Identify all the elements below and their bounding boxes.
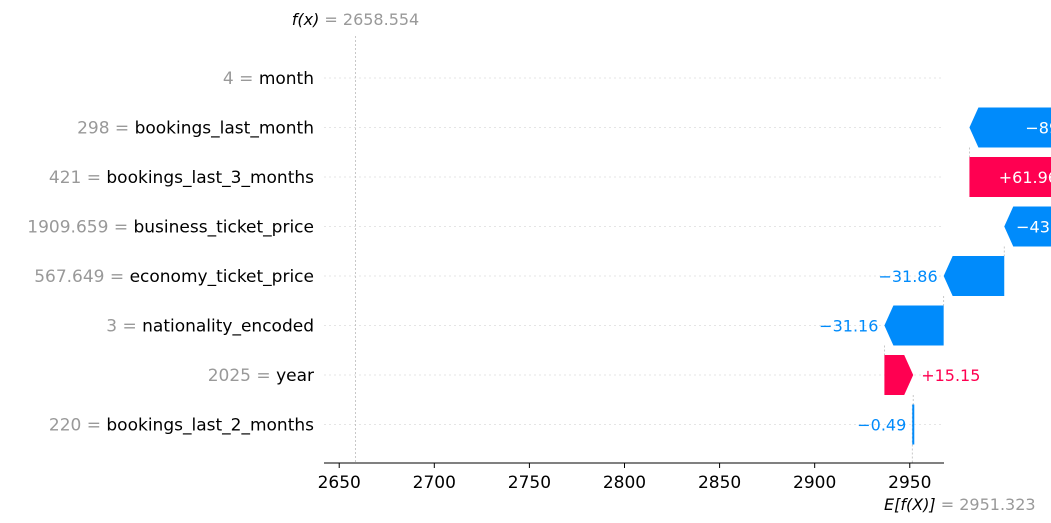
- x-tick-label: 2650: [318, 473, 361, 493]
- negative-bar: [1004, 206, 1051, 247]
- x-tick-label: 2700: [413, 473, 456, 493]
- feature-labels: −172.764 = month−89.96298 = bookings_las…: [27, 69, 1051, 436]
- feature-equals: =: [117, 317, 142, 337]
- negative-bar: [912, 404, 915, 445]
- feature-label: 4 = month: [223, 69, 314, 89]
- feature-value: 3: [106, 317, 117, 337]
- feature-name: year: [276, 366, 314, 386]
- feature-label: 421 = bookings_last_3_months: [49, 168, 314, 188]
- positive-bar: [969, 157, 1051, 197]
- feature-name: bookings_last_3_months: [106, 168, 314, 188]
- fx-annotation: f(x) = 2658.554: [292, 10, 420, 29]
- feature-label: 1909.659 = business_ticket_price: [27, 218, 314, 238]
- connector-lines: [355, 36, 1005, 463]
- x-tick-label: 2950: [888, 473, 931, 493]
- annotations: f(x) = 2658.554 E[f(X)] = 2951.323: [292, 10, 1036, 514]
- bar-value-label: +15.15: [921, 366, 980, 385]
- feature-equals: =: [105, 267, 130, 287]
- feature-name: nationality_encoded: [142, 317, 314, 337]
- x-tick-label: 2850: [698, 473, 741, 493]
- fx-value: 2658.554: [343, 10, 419, 29]
- feature-equals: =: [110, 119, 135, 139]
- feature-value: 1909.659: [27, 218, 108, 238]
- bar-value-label: −0.49: [857, 416, 906, 435]
- feature-label: 298 = bookings_last_month: [77, 119, 314, 139]
- feature-name: month: [259, 69, 314, 89]
- fx-equals: =: [319, 10, 343, 29]
- bar-value-label: −31.86: [878, 267, 937, 286]
- feature-value: 4: [223, 69, 234, 89]
- x-tick-label: 2900: [793, 473, 836, 493]
- feature-equals: =: [81, 416, 106, 436]
- expected-value-equals: =: [936, 495, 960, 514]
- feature-label: 567.649 = economy_ticket_price: [34, 267, 314, 287]
- expected-value-value: 2951.323: [959, 495, 1035, 514]
- feature-label: 2025 = year: [208, 366, 314, 386]
- negative-bar: [969, 107, 1051, 148]
- negative-bar: [943, 256, 1005, 296]
- x-axis: 2650 2700 2750 2800 2850 2900 2950: [318, 462, 944, 493]
- feature-name: bookings_last_month: [135, 119, 314, 139]
- feature-name: business_ticket_price: [133, 218, 314, 238]
- grid-lines: [324, 77, 944, 425]
- feature-equals: =: [251, 366, 276, 386]
- feature-label: 220 = bookings_last_2_months: [49, 416, 314, 436]
- feature-value: 298: [77, 119, 109, 139]
- expected-value-annotation: E[f(X)] = 2951.323: [884, 495, 1036, 514]
- x-tick-label: 2800: [603, 473, 646, 493]
- feature-equals: =: [234, 69, 259, 89]
- negative-bar: [884, 305, 944, 346]
- feature-value: 567.649: [34, 267, 104, 287]
- feature-equals: =: [81, 168, 106, 188]
- bar-value-label: −31.16: [819, 317, 878, 336]
- feature-equals: =: [108, 218, 133, 238]
- positive-bar: [884, 355, 914, 395]
- feature-label: 3 = nationality_encoded: [106, 317, 314, 337]
- feature-value: 2025: [208, 366, 251, 386]
- bar-value-label: +61.96: [999, 168, 1051, 187]
- bars: [884, 107, 1051, 445]
- feature-name: economy_ticket_price: [130, 267, 314, 287]
- feature-value: 220: [49, 416, 81, 436]
- feature-value: 421: [49, 168, 81, 188]
- bar-value-label: −89.96: [1025, 119, 1051, 138]
- expected-value-label: E[f(X)]: [884, 495, 936, 514]
- x-tick-label: 2750: [508, 473, 551, 493]
- feature-name: bookings_last_2_months: [106, 416, 314, 436]
- bar-value-label: −43.65: [1016, 218, 1051, 237]
- fx-label: f(x): [292, 10, 320, 29]
